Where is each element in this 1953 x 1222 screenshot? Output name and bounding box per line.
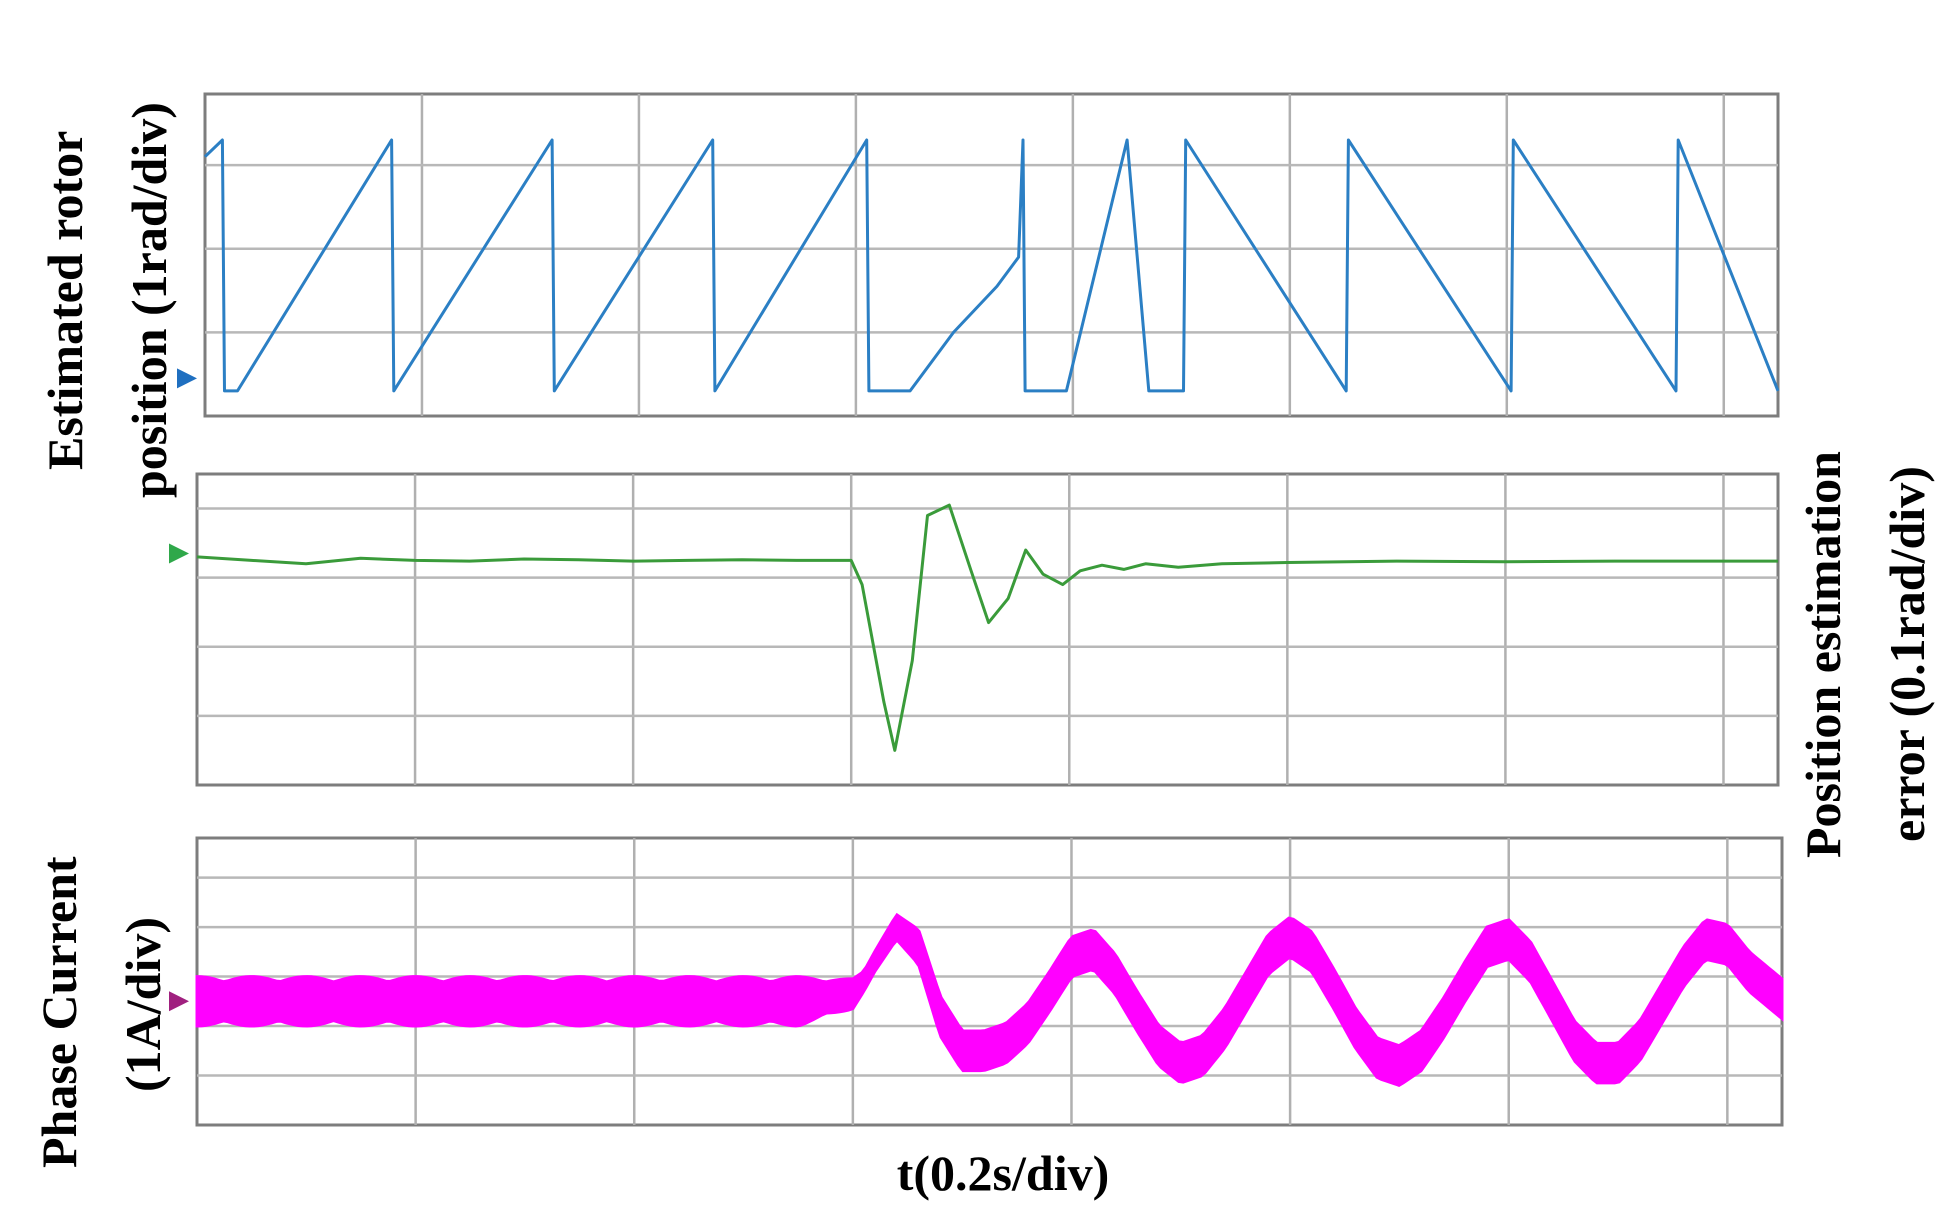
mid-ylabel-line1: Position estimation [1795, 451, 1851, 858]
mid-ylabel-line2: error (0.1rad/div) [1879, 466, 1935, 842]
phase-current-panel [169, 836, 1784, 1127]
rotor-position-trace [203, 138, 1780, 393]
bot-ylabel-line1: Phase Current [31, 856, 87, 1168]
top-ylabel-line2: position (1rad/div) [121, 102, 177, 498]
position-error-frame [195, 472, 1780, 787]
rotor-position-panel [177, 92, 1780, 418]
position-error-panel [169, 472, 1780, 787]
position-error-level-marker-icon [169, 543, 189, 564]
position-error-trace [196, 503, 1778, 752]
top-ylabel-line1: Estimated rotor [37, 131, 93, 470]
rotor-position-level-marker-icon [177, 368, 197, 389]
phase-current-level-marker-icon [169, 991, 189, 1012]
x-axis-label: t(0.2s/div) [897, 1145, 1110, 1201]
rotor-position-frame [203, 92, 1780, 418]
phase-current-trace [195, 912, 1784, 1087]
bot-ylabel-line2: (1A/div) [115, 917, 171, 1092]
